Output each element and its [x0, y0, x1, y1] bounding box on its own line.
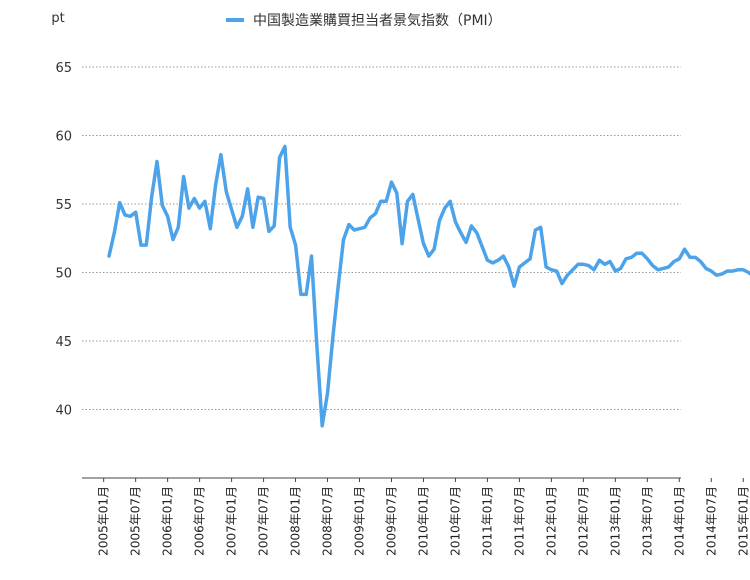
- x-tick-label: 2008年01月: [289, 486, 303, 556]
- x-tick-label: 2007年01月: [225, 486, 239, 556]
- x-tick-label: 2013年07月: [640, 486, 654, 556]
- x-tick-label: 2010年01月: [416, 486, 430, 556]
- x-tick-label: 2014年01月: [672, 486, 686, 556]
- y-tick-label: 60: [55, 130, 72, 145]
- y-tick-label: 40: [55, 404, 72, 419]
- x-tick-label: 2011年07月: [512, 486, 526, 556]
- x-axis-ticks: 2005年01月 2005年07月 2006年01月 2006年07月 2007年01月…: [97, 478, 750, 556]
- x-tick-label: 2013年01月: [608, 486, 622, 556]
- x-tick-label: 2005年07月: [129, 486, 143, 556]
- series-line-pmi: [107, 144, 750, 428]
- x-tick-label: 2009年07月: [384, 486, 398, 556]
- x-tick-label: 2012年01月: [544, 486, 558, 556]
- x-tick-label: 2011年01月: [480, 486, 494, 556]
- y-tick-label: 45: [55, 335, 72, 350]
- legend: 中国製造業購買担当者景気指数（PMI）: [226, 13, 502, 29]
- x-tick-label: 2006年07月: [193, 486, 207, 556]
- y-tick-label: 65: [55, 61, 72, 76]
- x-tick-label: 2012年07月: [576, 486, 590, 556]
- y-tick-label: 55: [55, 198, 72, 213]
- x-tick-label: 2005年01月: [97, 486, 111, 556]
- x-tick-label: 2010年07月: [448, 486, 462, 556]
- x-tick-label: 2009年01月: [353, 486, 367, 556]
- x-tick-label: 2008年07月: [321, 486, 335, 556]
- y-axis-ticks: 40 45 50 55 60 65: [55, 61, 72, 419]
- y-tick-label: 50: [55, 267, 72, 282]
- y-axis-unit-label: pt: [51, 11, 64, 26]
- x-tick-label: 2007年07月: [257, 486, 271, 556]
- x-tick-label: 2006年01月: [161, 486, 175, 556]
- x-tick-label: 2015年01月: [736, 486, 750, 556]
- x-tick-label: 2014年07月: [704, 486, 718, 556]
- legend-series-label: 中国製造業購買担当者景気指数（PMI）: [253, 13, 502, 29]
